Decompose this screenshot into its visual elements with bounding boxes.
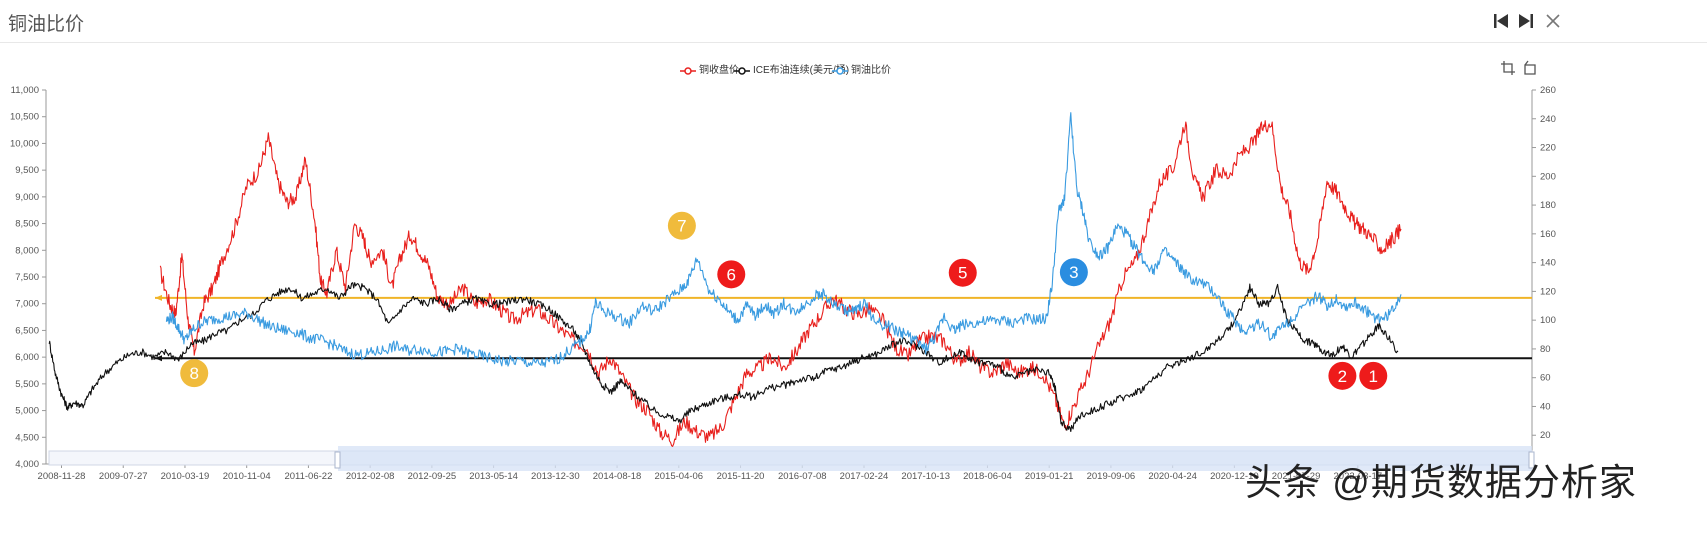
- skip-previous-icon: [1494, 14, 1508, 28]
- legend-swatch-oil: [734, 67, 750, 75]
- skip-next-button[interactable]: [1517, 12, 1535, 30]
- y-right-tick-label: 180: [1540, 200, 1556, 211]
- chart-legend: 铜收盘价 ICE布油连续(美元/桶) 铜油比价: [0, 64, 1707, 78]
- y-left-tick-label: 11,000: [11, 85, 39, 96]
- y-left-tick-label: 4,000: [15, 459, 39, 470]
- y-right-tick-label: 160: [1540, 229, 1556, 240]
- y-right-tick-label: 140: [1540, 258, 1556, 269]
- annotation-marker-5: [948, 258, 977, 287]
- annotation-label-5: 5: [958, 264, 967, 283]
- series-lines: [48, 112, 1402, 447]
- x-tick-label: 2012-02-08: [346, 471, 395, 482]
- y-right-tick-label: 20: [1540, 430, 1551, 441]
- y-right-tick-label: 40: [1540, 401, 1551, 412]
- x-tick-label: 2017-10-13: [901, 471, 950, 482]
- y-left-tick-label: 5,000: [15, 406, 39, 417]
- page-title: 铜油比价: [8, 14, 85, 35]
- chart-axes: 4,000 4,500 5,000 5,500 6,000 6,500 7,000 7,500…: [10, 85, 1556, 482]
- annotation-markers: 1 2 3 5 6 7 8: [180, 211, 1388, 390]
- y-right-tick-label: 80: [1540, 344, 1551, 355]
- y-left-tick-label: 10,000: [10, 138, 39, 149]
- x-tick-label: 2008-11-28: [38, 471, 86, 482]
- annotation-label-3: 3: [1069, 263, 1078, 282]
- y-left-tick-label: 8,000: [15, 245, 39, 256]
- x-tick-label: 2009-07-27: [99, 471, 148, 482]
- y-left-tick-label: 10,500: [10, 112, 39, 123]
- series-line-2: [48, 282, 1399, 433]
- legend-label-oil: ICE布油连续(美元/桶): [753, 65, 850, 76]
- annotation-marker-6: [717, 260, 746, 289]
- y-left-tick-label: 9,500: [15, 165, 39, 176]
- close-icon: [1546, 14, 1560, 28]
- annotation-label-2: 2: [1338, 367, 1347, 386]
- annotation-label-1: 1: [1369, 367, 1378, 386]
- y-left-tick-label: 6,000: [15, 352, 39, 363]
- y-right-tick-label: 60: [1540, 373, 1551, 384]
- y-left-tick-label: 8,500: [15, 219, 39, 230]
- y-left-tick-label: 9,000: [15, 192, 39, 203]
- legend-label-copper: 铜收盘价: [699, 65, 739, 76]
- reference-lines: [155, 294, 1532, 362]
- y-right-tick-label: 200: [1540, 171, 1556, 182]
- annotation-label-7: 7: [677, 217, 686, 236]
- zoom-icon: [1501, 61, 1515, 75]
- slider-handle-left: [334, 451, 341, 469]
- legend-swatch-ratio: [832, 67, 848, 75]
- y-right-tick-label: 100: [1540, 315, 1556, 326]
- x-tick-label: 2013-05-14: [469, 471, 518, 482]
- y-right-tick-label: 240: [1540, 114, 1556, 125]
- x-tick-label: 2016-07-08: [778, 471, 827, 482]
- annotation-marker-8: [180, 359, 209, 388]
- annotation-marker-2: [1328, 361, 1357, 390]
- x-tick-label: 2012-09-25: [408, 471, 457, 482]
- lower-reference-line-arrow: [155, 355, 162, 362]
- y-left-tick-label: 7,000: [15, 299, 39, 310]
- close-button[interactable]: [1544, 12, 1562, 30]
- y-right-tick-label: 260: [1540, 85, 1556, 96]
- upper-reference-line-arrow: [155, 294, 162, 301]
- restore-button[interactable]: [1522, 60, 1538, 76]
- annotation-marker-3: [1059, 258, 1088, 287]
- annotation-label-8: 8: [189, 364, 198, 383]
- series-line-3: [165, 112, 1402, 368]
- x-tick-label: 2017-02-24: [840, 471, 889, 482]
- legend-swatch-copper: [680, 67, 696, 75]
- x-tick-label: 2018-06-04: [963, 471, 1012, 482]
- x-tick-label: 2019-09-06: [1087, 471, 1136, 482]
- skip-previous-button[interactable]: [1492, 12, 1510, 30]
- y-left-tick-label: 4,500: [15, 432, 39, 443]
- x-tick-label: 2014-08-18: [593, 471, 642, 482]
- x-tick-label: 2015-04-06: [654, 471, 703, 482]
- x-tick-label: 2015-11-20: [717, 471, 765, 482]
- y-left-tick-label: 7,500: [15, 272, 39, 283]
- annotation-marker-7: [667, 211, 696, 240]
- y-left-tick-label: 6,500: [15, 325, 39, 336]
- y-right-tick-label: 220: [1540, 143, 1556, 154]
- restore-icon: [1524, 60, 1536, 75]
- watermark-text: 头条 @期货数据分析家: [1245, 462, 1637, 503]
- y-left-tick-label: 5,500: [15, 379, 39, 390]
- legend-label-ratio: 铜油比价: [851, 65, 891, 76]
- x-tick-label: 2011-06-22: [284, 471, 332, 482]
- x-tick-label: 2010-03-19: [161, 471, 210, 482]
- annotation-label-6: 6: [727, 265, 736, 284]
- skip-next-icon: [1519, 14, 1533, 28]
- x-tick-label: 2020-04-24: [1148, 471, 1197, 482]
- zoom-button[interactable]: [1500, 60, 1516, 76]
- x-tick-label: 2013-12-30: [531, 471, 580, 482]
- series-line-1: [159, 120, 1402, 447]
- y-right-tick-label: 120: [1540, 286, 1556, 297]
- header-bar: 铜油比价: [0, 0, 1707, 43]
- x-tick-label: 2010-11-04: [223, 471, 271, 482]
- x-tick-label: 2019-01-21: [1025, 471, 1074, 482]
- annotation-marker-1: [1359, 361, 1388, 390]
